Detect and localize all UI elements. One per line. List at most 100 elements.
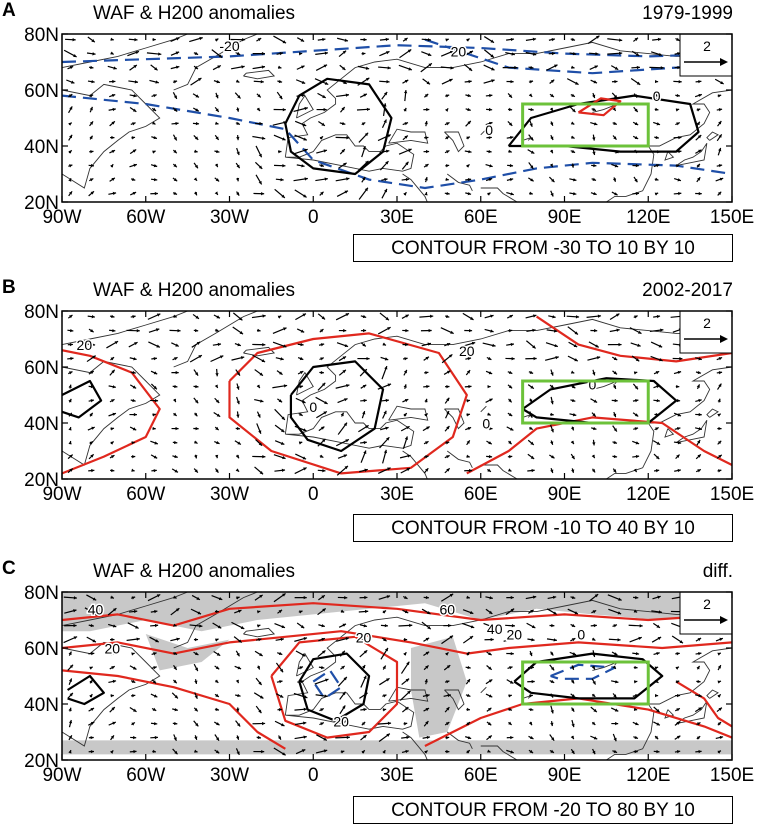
coastline: [537, 202, 543, 208]
vector-head: [362, 52, 365, 55]
x-tick-label: 90E: [548, 765, 582, 786]
x-tick-label: 60W: [126, 484, 165, 505]
x-tick-label: 30W: [210, 207, 249, 228]
vector-head: [363, 329, 366, 332]
contour-line: [62, 381, 101, 417]
vector-head: [717, 414, 720, 417]
vector-head: [388, 66, 391, 69]
vector-head: [215, 373, 218, 376]
vector-head: [699, 413, 702, 416]
vector-head: [489, 455, 492, 458]
vector-head: [215, 384, 218, 387]
coastline: [285, 319, 732, 434]
vector-head: [403, 413, 406, 416]
vector-head: [467, 708, 470, 711]
vector-head: [92, 343, 95, 346]
vector-head: [446, 385, 449, 388]
vector-head: [262, 343, 265, 346]
vector-head: [280, 178, 283, 181]
vector-head: [196, 122, 199, 125]
contour-label: 20: [506, 627, 522, 643]
vector-head: [155, 624, 158, 627]
vector-head: [448, 624, 451, 627]
vector-head: [320, 136, 323, 139]
contour-line: [68, 676, 104, 704]
vector-head: [68, 150, 71, 153]
x-tick-label: 30E: [380, 765, 414, 786]
vector-head: [676, 385, 679, 388]
vector-head: [196, 427, 199, 430]
vector-head: [551, 624, 554, 627]
contour-label: 60: [439, 601, 455, 617]
vector-head: [491, 638, 494, 641]
x-tick-label: 120E: [626, 207, 670, 228]
vector-head: [111, 136, 114, 139]
vector-head: [698, 80, 701, 83]
vector-head: [176, 427, 179, 430]
vector-head: [133, 736, 136, 739]
vector-head: [236, 137, 239, 140]
y-tick-label: 80N: [24, 302, 59, 323]
x-tick-label: 0: [308, 207, 319, 228]
vector-head: [158, 52, 161, 55]
x-tick-label: 60E: [464, 207, 498, 228]
vector-head: [511, 652, 514, 655]
vector-head: [655, 694, 658, 697]
vector-head: [488, 385, 491, 388]
coastline: [62, 361, 160, 465]
vector-head: [386, 80, 389, 83]
reference-label: 2: [703, 38, 711, 54]
vector-head: [155, 192, 158, 195]
coastline: [444, 132, 464, 152]
vector-head: [594, 624, 597, 627]
vector-head: [430, 315, 433, 318]
vector-head: [91, 652, 94, 655]
vector-head: [679, 80, 682, 83]
vector-head: [529, 93, 532, 96]
vector-head: [655, 80, 658, 83]
reference-vector: 2: [680, 34, 732, 76]
vector-head: [278, 150, 281, 153]
reference-vector: 2: [680, 592, 732, 634]
vector-head: [426, 108, 429, 111]
vector-head: [615, 722, 618, 725]
vector-head: [717, 653, 720, 656]
x-tick-label: 30W: [210, 765, 249, 786]
x-tick-label: 30W: [210, 484, 249, 505]
vector-head: [112, 329, 115, 332]
vector-head: [283, 108, 286, 111]
vector-head: [261, 80, 264, 83]
vector-head: [466, 164, 469, 167]
vector-head: [634, 666, 637, 669]
vector-head: [282, 164, 285, 167]
vector-head: [68, 123, 71, 126]
x-tick-label: 90W: [42, 484, 81, 505]
coastline: [481, 687, 487, 693]
vector-head: [155, 399, 158, 402]
vector-head: [699, 192, 702, 195]
contour-line: [299, 654, 369, 721]
contour-label: 0: [485, 122, 493, 138]
vector-head: [153, 38, 156, 41]
vector-head: [510, 164, 513, 167]
x-tick-label: 0: [308, 484, 319, 505]
vector-head: [262, 722, 265, 725]
contour-label: 0: [482, 416, 490, 432]
y-tick-label: 80N: [24, 583, 59, 604]
vector-head: [717, 694, 720, 697]
vector-head: [112, 80, 115, 83]
vector-head: [429, 329, 432, 332]
contour-label: 20: [459, 343, 475, 359]
contour-label: 40: [487, 621, 503, 637]
vector-head: [512, 357, 515, 360]
contour-label: 0: [653, 88, 661, 104]
vector-head: [90, 150, 93, 153]
vector-head: [450, 66, 453, 69]
reference-label: 2: [703, 315, 711, 331]
